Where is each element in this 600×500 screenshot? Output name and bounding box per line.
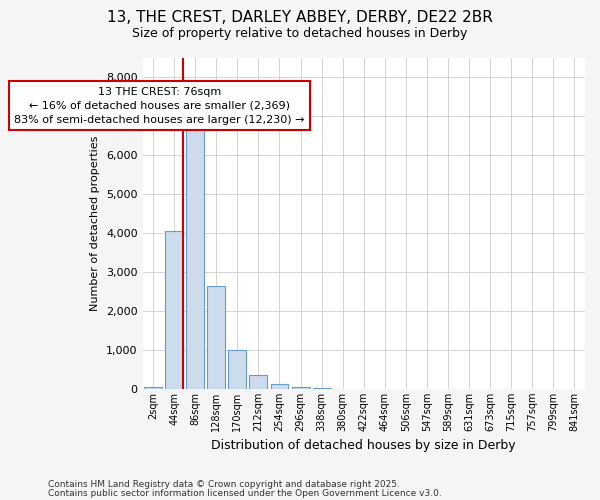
Bar	[271, 384, 289, 389]
Text: Size of property relative to detached houses in Derby: Size of property relative to detached ho…	[133, 28, 467, 40]
X-axis label: Distribution of detached houses by size in Derby: Distribution of detached houses by size …	[211, 440, 516, 452]
Bar	[208, 286, 225, 389]
Bar	[144, 387, 162, 389]
Text: Contains HM Land Registry data © Crown copyright and database right 2025.: Contains HM Land Registry data © Crown c…	[48, 480, 400, 489]
Bar	[292, 387, 310, 389]
Bar	[229, 350, 247, 389]
Bar	[165, 231, 183, 389]
Text: Contains public sector information licensed under the Open Government Licence v3: Contains public sector information licen…	[48, 489, 442, 498]
Text: 13, THE CREST, DARLEY ABBEY, DERBY, DE22 2BR: 13, THE CREST, DARLEY ABBEY, DERBY, DE22…	[107, 10, 493, 25]
Bar	[186, 130, 204, 389]
Y-axis label: Number of detached properties: Number of detached properties	[91, 136, 100, 311]
Text: 13 THE CREST: 76sqm
← 16% of detached houses are smaller (2,369)
83% of semi-det: 13 THE CREST: 76sqm ← 16% of detached ho…	[14, 86, 305, 124]
Bar	[250, 375, 268, 389]
